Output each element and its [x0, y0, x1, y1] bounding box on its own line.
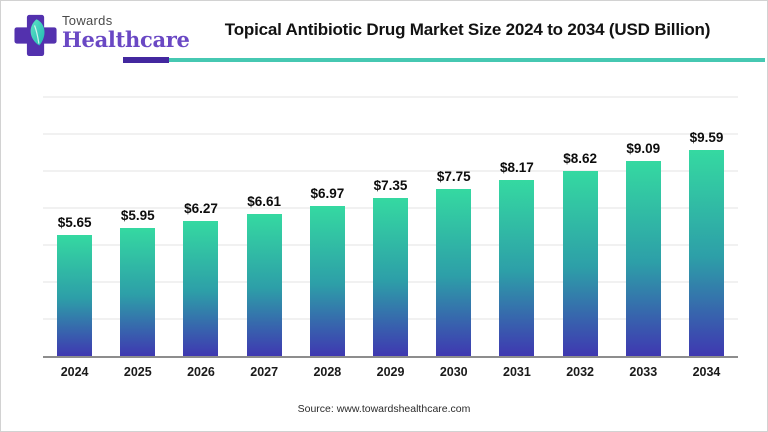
bar	[499, 180, 535, 356]
bar-group-2027: $6.61	[233, 194, 296, 356]
bar-group-2026: $6.27	[169, 201, 232, 356]
x-axis-label: 2024	[60, 365, 89, 379]
brand-logo: Towards Healthcare	[14, 9, 190, 58]
bar-value-label: $5.95	[120, 208, 155, 224]
bar-group-2028: $6.97	[296, 186, 359, 356]
x-axis-label: 2033	[629, 365, 658, 379]
bar-value-label: $5.65	[57, 214, 92, 230]
bar	[625, 160, 661, 356]
bar-group-2029: $7.35	[359, 178, 422, 356]
bar-group-2034: $9.59	[675, 130, 738, 356]
bar	[57, 234, 93, 356]
bar-value-label: $9.09	[626, 140, 661, 156]
bar-group-2033: $9.09	[612, 141, 675, 356]
x-axis-label: 2030	[439, 365, 468, 379]
bar	[436, 189, 472, 356]
bar-value-label: $9.59	[689, 129, 724, 145]
leaf-vein	[33, 25, 40, 44]
bar	[183, 221, 219, 356]
brand-name-top: Towards	[62, 13, 113, 28]
bar-value-label: $8.62	[563, 150, 597, 166]
title-underline-accent-purple	[123, 57, 169, 63]
brand-text: Towards Healthcare	[62, 9, 190, 52]
x-axis-label: 2034	[692, 365, 721, 379]
bar-value-label: $6.27	[184, 201, 218, 217]
header: Towards Healthcare Topical Antibiotic Dr…	[1, 1, 767, 59]
x-axis-label: 2029	[376, 365, 405, 379]
bar-value-label: $7.35	[373, 178, 408, 193]
x-axis-labels: 2024 2025 2026 2027 2028 2029 2030 2031 2032 2033…	[43, 365, 738, 379]
plot-area: $5.65 $5.95 $6.27 $6.61 $6.97 $7.35 $7.75 $8.17…	[43, 93, 738, 358]
bar-value-label: $7.75	[436, 169, 471, 185]
gridline	[43, 96, 738, 98]
x-axis-label: 2025	[123, 365, 152, 379]
title-wrap: Topical Antibiotic Drug Market Size 2024…	[182, 9, 753, 40]
gridline	[43, 133, 738, 135]
bar-value-label: $6.61	[247, 193, 282, 209]
x-axis-label: 2031	[503, 365, 531, 379]
bar	[309, 206, 345, 356]
x-axis-label: 2027	[250, 365, 279, 379]
title-underline-teal	[169, 58, 765, 62]
bar-value-label: $6.97	[310, 186, 345, 202]
bar	[373, 198, 409, 356]
gridline	[43, 170, 738, 172]
bar-group-2030: $7.75	[422, 169, 485, 356]
x-axis-label: 2026	[187, 365, 215, 379]
bar-group-2025: $5.95	[106, 208, 169, 356]
bar	[688, 149, 724, 356]
bar	[562, 170, 598, 356]
brand-name-bottom: Healthcare	[62, 27, 190, 52]
bar-group-2032: $8.62	[549, 151, 612, 356]
footer: Source: www.towardshealthcare.com	[1, 399, 767, 417]
bar-value-label: $8.17	[500, 160, 534, 176]
bar-chart: $5.65 $5.95 $6.27 $6.61 $6.97 $7.35 $7.75 $8.17…	[1, 93, 767, 379]
bar-group-2024: $5.65	[43, 214, 106, 356]
bar-group-2031: $8.17	[485, 160, 548, 356]
bars-row: $5.65 $5.95 $6.27 $6.61 $6.97 $7.35 $7.75 $8.17…	[43, 93, 738, 356]
title-underline	[1, 57, 767, 65]
healthcare-cross-leaf-icon	[14, 14, 57, 57]
bar	[246, 213, 282, 356]
bar	[120, 228, 156, 356]
x-axis-label: 2032	[566, 365, 594, 379]
source-text: Source: www.towardshealthcare.com	[297, 403, 471, 415]
x-axis-label: 2028	[313, 365, 342, 379]
page-title: Topical Antibiotic Drug Market Size 2024…	[224, 20, 711, 39]
